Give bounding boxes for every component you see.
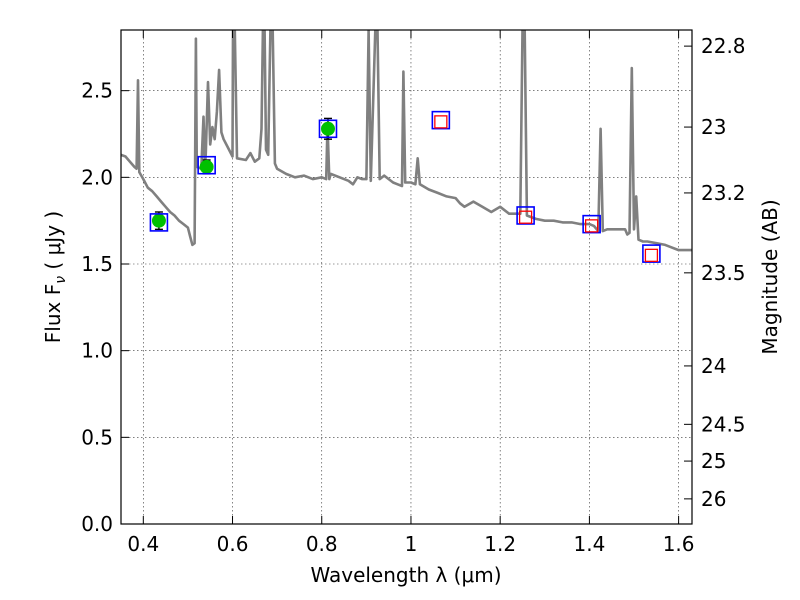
y-axis-title-unit: ( μJy ) — [41, 211, 65, 276]
synthetic-flux-marker — [318, 119, 338, 139]
synthetic-flux-marker — [516, 206, 535, 225]
x-tick-label: 0.8 — [306, 532, 338, 556]
measured-flux-point — [151, 213, 166, 228]
y2-tick-label: 22.8 — [701, 34, 746, 58]
y2-tick-label: 23.2 — [701, 181, 746, 205]
x-tick-label: 1.6 — [663, 532, 695, 556]
x-tick-label: 0.6 — [217, 532, 249, 556]
y-tick-label: 2.5 — [81, 79, 113, 103]
measured-flux-point — [199, 159, 214, 174]
plot-frame — [120, 29, 693, 525]
y-axis-title: Flux Fν ( μJy ) — [41, 211, 69, 343]
x-tick-label: 1.4 — [573, 532, 605, 556]
y2-tick-label: 26 — [701, 487, 726, 511]
y-axis-title-main: Flux F — [41, 284, 65, 343]
y-tick-label: 1.5 — [81, 252, 113, 276]
x-axis-title: Wavelength λ (μm) — [310, 563, 501, 587]
y2-tick-label: 23 — [701, 115, 726, 139]
y2-tick-label: 24 — [701, 354, 726, 378]
y-axis-title-subscript: ν — [53, 276, 69, 284]
x-tick-label: 1 — [405, 532, 418, 556]
synthetic-flux-marker — [431, 110, 451, 130]
y-tick-label: 2.0 — [81, 165, 113, 189]
photometry-layer — [149, 110, 661, 263]
predicted-flux-marker — [434, 115, 448, 129]
predicted-flux-marker — [584, 219, 599, 233]
model-sed-layer — [121, 30, 692, 252]
y-tick-label: 1.0 — [81, 339, 113, 363]
y2-axis-title: Magnitude (AB) — [758, 199, 782, 354]
y2-tick-label: 23.5 — [701, 261, 746, 285]
y-tick-label: 0.5 — [81, 425, 113, 449]
synthetic-flux-marker — [197, 155, 216, 175]
measured-flux-point — [320, 121, 335, 136]
x-tick-label: 1.2 — [484, 532, 516, 556]
axis-ticks: 0.4 0.6 0.8 1 1.2 1.4 1.6 0.0 0.5 1.0 1.5 2.0 2.5 22.… — [81, 30, 746, 556]
model-sed-curve — [121, 30, 692, 252]
synthetic-flux-marker — [149, 213, 169, 232]
x-tick-label: 0.4 — [127, 532, 159, 556]
synthetic-flux-marker — [642, 244, 661, 263]
predicted-flux-marker — [644, 248, 659, 262]
y2-tick-label: 25 — [701, 449, 726, 473]
predicted-flux-marker — [518, 210, 533, 224]
y2-tick-label: 24.5 — [701, 412, 746, 436]
synthetic-flux-marker — [582, 214, 601, 234]
y-tick-label: 0.0 — [81, 512, 113, 536]
